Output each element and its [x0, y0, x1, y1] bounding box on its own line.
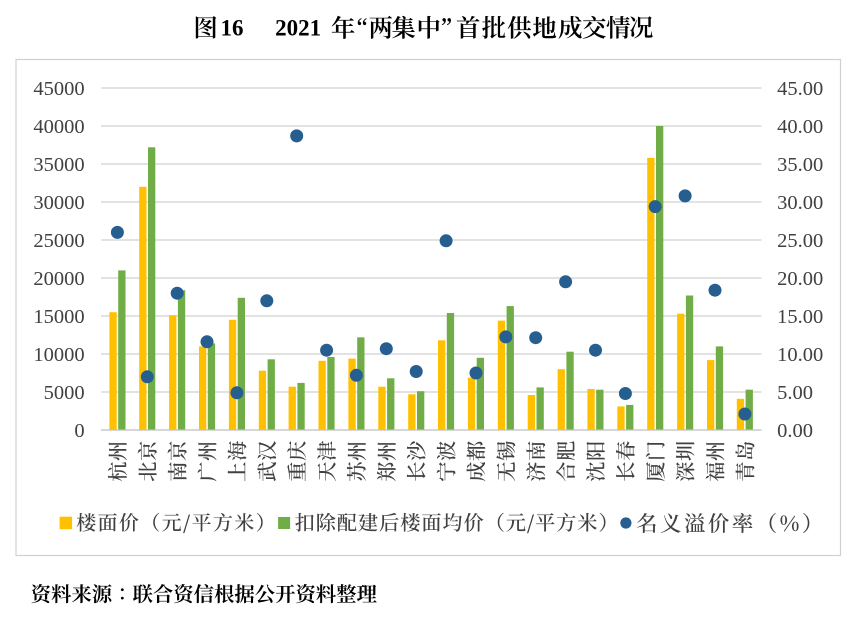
- svg-text:20.00: 20.00: [777, 268, 823, 290]
- svg-text:0: 0: [74, 420, 84, 442]
- svg-text:45.00: 45.00: [777, 78, 823, 100]
- svg-text:20000: 20000: [33, 268, 84, 290]
- svg-text:45000: 45000: [33, 78, 84, 100]
- svg-text:30.00: 30.00: [777, 192, 823, 214]
- svg-text:16: 16: [221, 16, 244, 41]
- svg-text:0.00: 0.00: [777, 420, 813, 442]
- svg-text:15.00: 15.00: [777, 306, 823, 328]
- svg-text:25000: 25000: [33, 230, 84, 252]
- svg-text:2021: 2021: [275, 16, 321, 41]
- svg-text:40000: 40000: [33, 116, 84, 138]
- svg-text:10000: 10000: [33, 344, 84, 366]
- svg-text:25.00: 25.00: [777, 230, 823, 252]
- svg-text:15000: 15000: [33, 306, 84, 328]
- svg-text:10.00: 10.00: [777, 344, 823, 366]
- svg-text:35000: 35000: [33, 154, 84, 176]
- svg-text:5.00: 5.00: [777, 382, 813, 404]
- svg-text:35.00: 35.00: [777, 154, 823, 176]
- svg-text:40.00: 40.00: [777, 116, 823, 138]
- svg-text:5000: 5000: [44, 382, 85, 404]
- svg-text:30000: 30000: [33, 192, 84, 214]
